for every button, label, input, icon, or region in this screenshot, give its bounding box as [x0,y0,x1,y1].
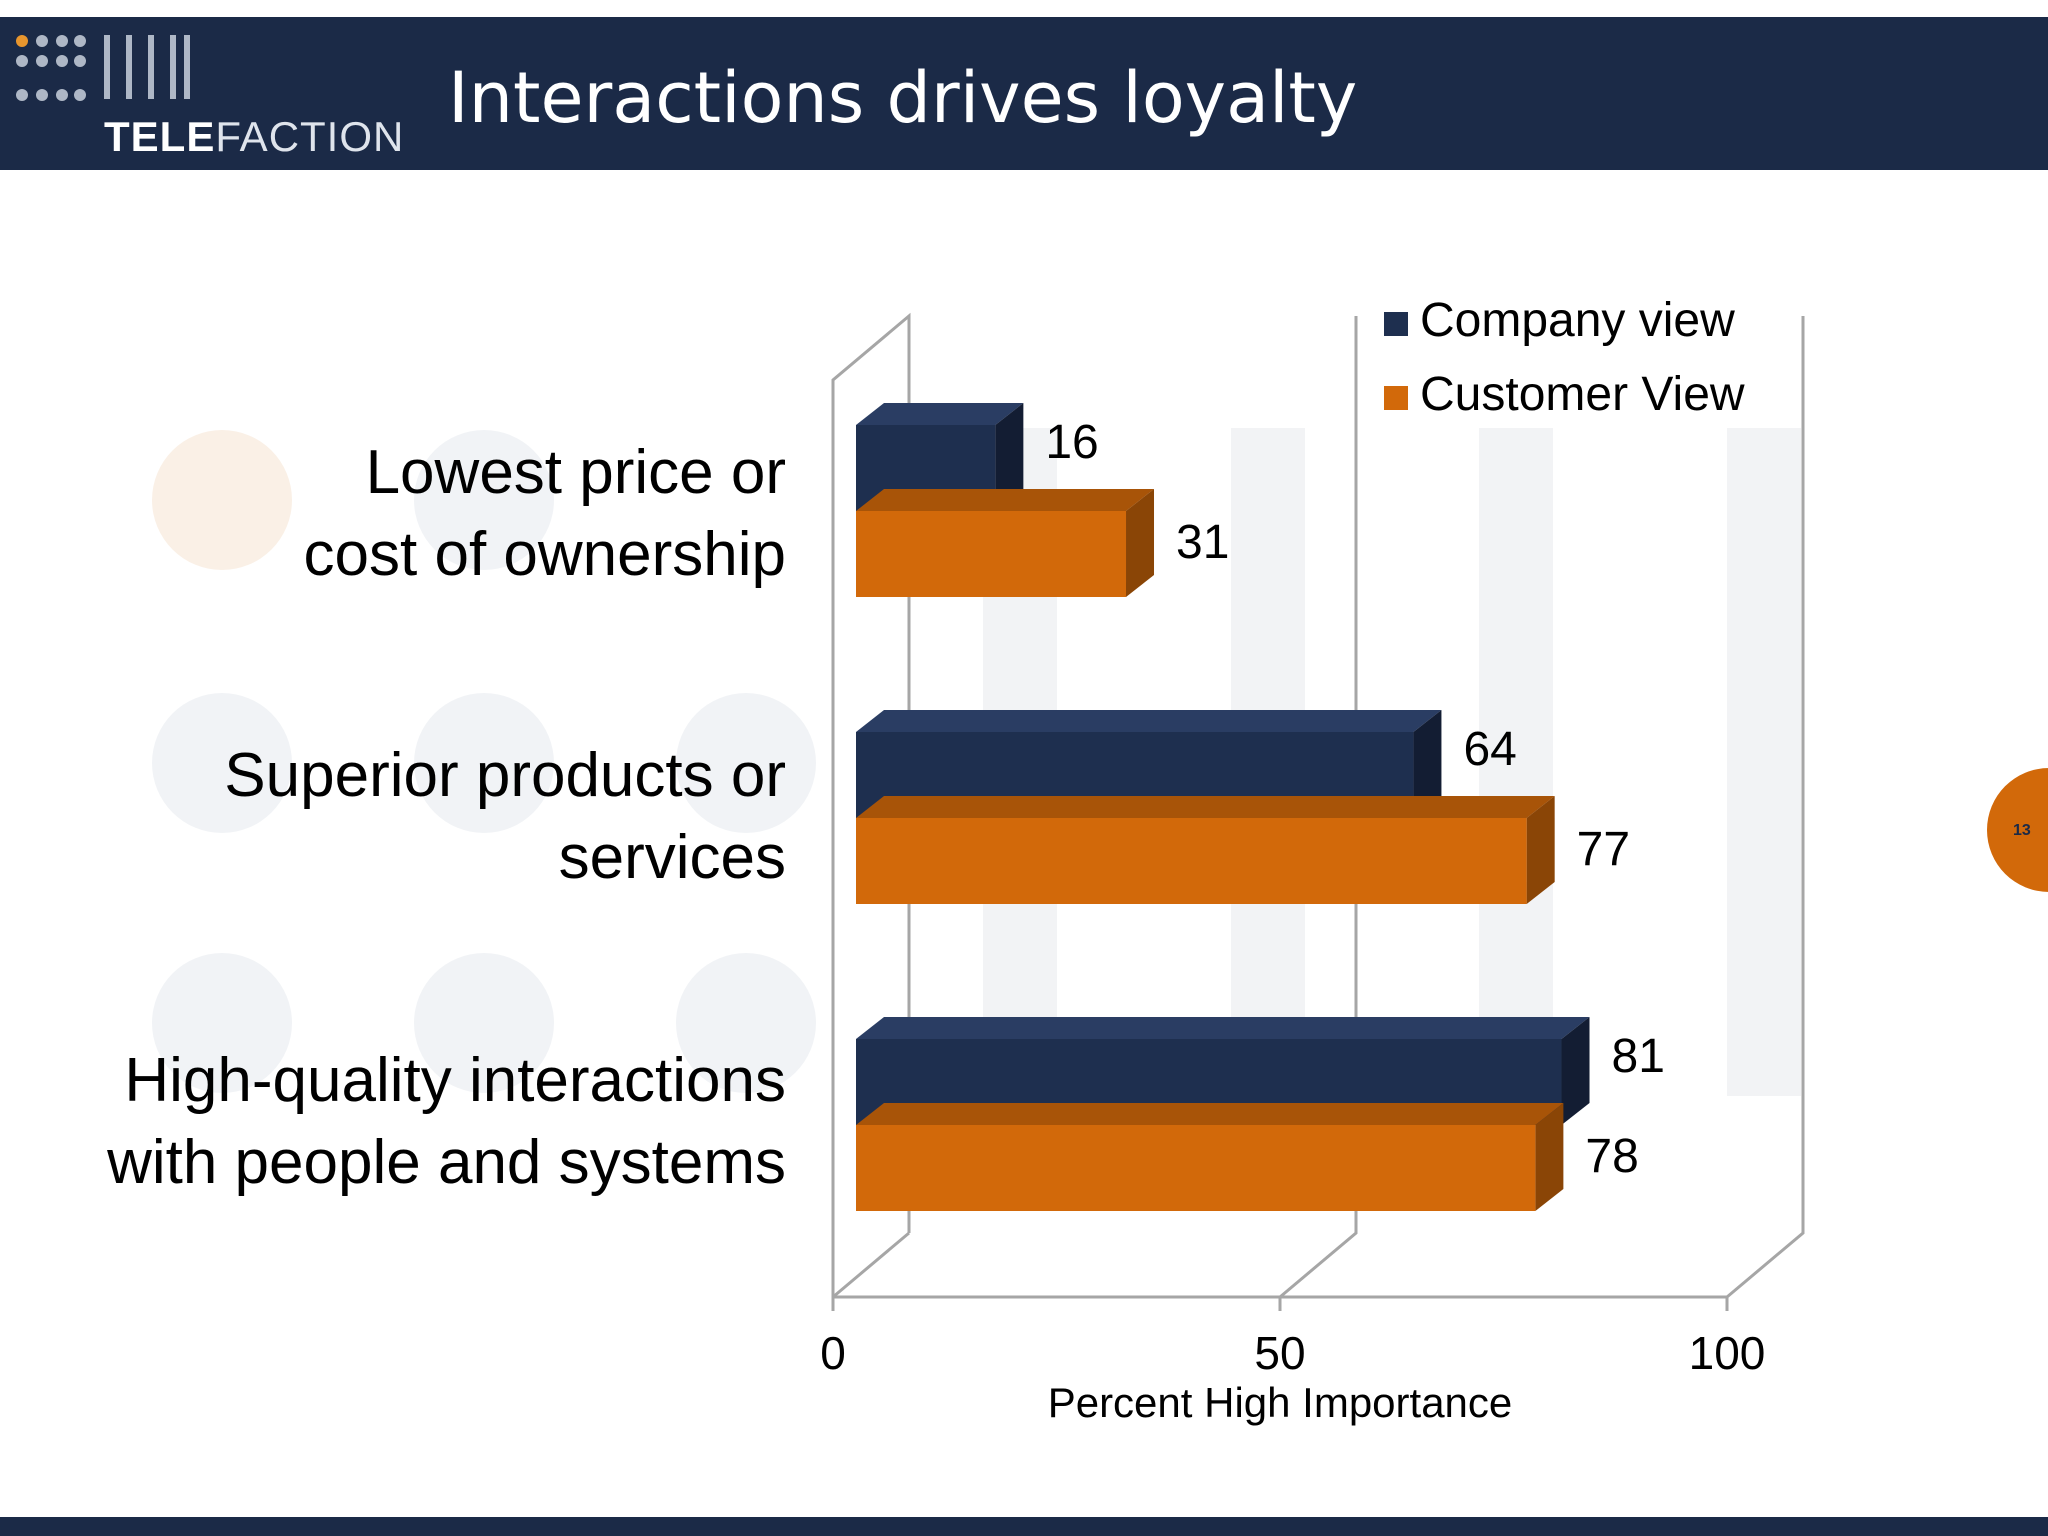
decorative-circle [152,430,292,570]
x-tick-label: 100 [1689,1327,1766,1379]
decorative-circle [676,693,816,833]
decorative-circle [414,430,554,570]
x-tick-label: 50 [1254,1327,1305,1379]
chart-floor-edge [832,1231,910,1299]
bar-top-face [856,796,1555,818]
bar-side-face [1526,796,1555,904]
bar-customer-view [856,818,1527,904]
data-label: 81 [1612,1030,1665,1083]
category-label-line: Superior products or [224,741,786,810]
decorative-circle [152,953,292,1093]
category-label-line: High-quality interactions [124,1046,786,1115]
slide-title: Interactions drives loyalty [448,57,1358,139]
gridline-band [1479,428,1553,1096]
category-label-superior-products: Superior products or services [224,735,786,899]
bar-customer-view [856,511,1127,597]
decorative-circle [676,953,816,1093]
category-label-line: cost of ownership [303,520,786,589]
data-label: 16 [1045,416,1098,469]
legend-swatch [1384,312,1408,336]
data-label: 77 [1577,823,1630,876]
decorative-circle [414,693,554,833]
bar-top-face [856,1017,1590,1039]
decorative-circle [152,693,292,833]
category-label-high-quality-interactions: High-quality interactions with people an… [107,1040,786,1204]
bar-top-face [856,489,1155,511]
legend-entry: Company view [1420,294,1735,347]
gridline [1279,316,1358,1299]
slide-footer [0,1517,2048,1536]
bar-side-face [1413,710,1442,818]
bar-top-face [856,403,1024,425]
gridline [1726,316,1805,1299]
data-label: 64 [1463,723,1516,776]
gridline-band [1727,428,1801,1096]
x-tick-label: 0 [820,1327,846,1379]
bar-side-face [1561,1017,1590,1125]
legend-swatch [1384,386,1408,410]
logo-mark-icon [16,35,190,101]
legend-entry: Customer View [1420,368,1745,421]
x-axis-label: Percent High Importance [1048,1379,1513,1426]
telefaction-logo: TELEFACTION [0,17,420,170]
bar-customer-view [856,1125,1536,1211]
bar-side-face [1126,489,1155,597]
logo-text-light: FACTION [215,113,405,160]
data-label: 78 [1585,1130,1638,1183]
category-label-line: services [558,823,786,892]
category-label-line: with people and systems [107,1128,786,1197]
bar-top-face [856,1103,1564,1125]
page-number: 13 [2013,822,2031,839]
decorative-circle [414,953,554,1093]
logo-text-bold: TELE [104,113,216,160]
category-label-line: Lowest price or [365,438,786,507]
top-strip [0,0,2048,17]
logo-wordmark: TELEFACTION [104,113,404,161]
bar-side-face [1535,1103,1564,1211]
data-label: 31 [1176,516,1229,569]
category-label-lowest-price: Lowest price or cost of ownership [304,432,786,596]
bar-top-face [856,710,1442,732]
bar-side-face [995,403,1024,511]
slide-header: TELEFACTION Interactions drives loyalty [0,17,2048,170]
